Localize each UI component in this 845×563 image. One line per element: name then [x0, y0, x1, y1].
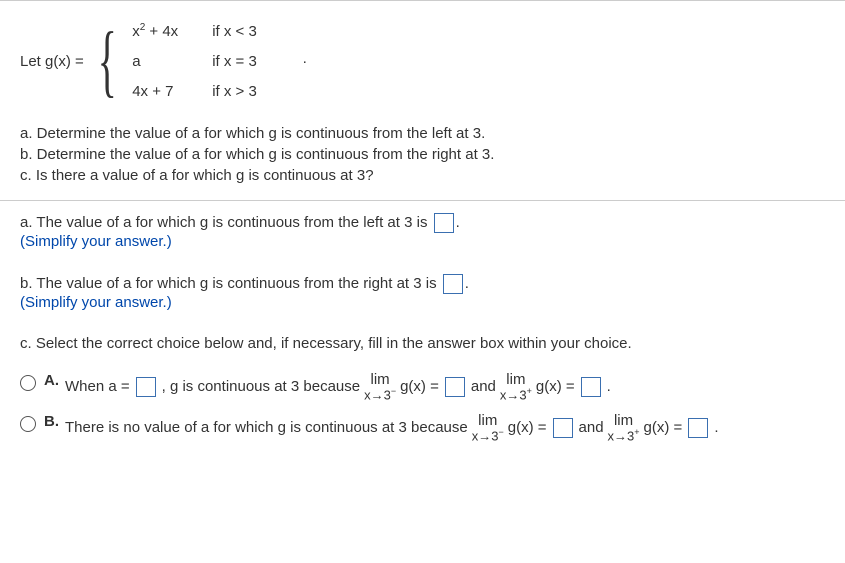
choice-b-pre: There is no value of a for which g is co…: [65, 419, 468, 436]
case-expr: a: [132, 53, 212, 70]
case-cond: if x = 3: [212, 53, 302, 70]
choice-a-body: When a = , g is continuous at 3 because …: [65, 372, 825, 401]
simplify-note: (Simplify your answer.): [20, 233, 172, 250]
choice-a-input-2[interactable]: [445, 377, 465, 397]
choice-b: B. There is no value of a for which g is…: [0, 405, 845, 446]
question-c: c. Is there a value of a for which g is …: [20, 167, 825, 184]
choice-a-label: A.: [44, 372, 59, 389]
choice-b-radio[interactable]: [20, 416, 36, 432]
limit-expr: lim x→3+: [500, 372, 532, 401]
answer-c-prompt: c. Select the correct choice below and, …: [0, 323, 845, 364]
question-a: a. Determine the value of a for which g …: [20, 125, 825, 142]
answer-c-text: c. Select the correct choice below and, …: [20, 335, 632, 352]
questions: a. Determine the value of a for which g …: [0, 125, 845, 200]
choice-a-postA: , g is continuous at 3 because: [162, 378, 360, 395]
choice-a: A. When a = , g is continuous at 3 becau…: [0, 364, 845, 405]
answer-b-input[interactable]: [443, 274, 463, 294]
choice-a-radio[interactable]: [20, 375, 36, 391]
case-cond: if x > 3: [212, 83, 302, 100]
gx-eq: g(x) =: [400, 378, 439, 395]
let-label: Let g(x) =: [20, 53, 84, 70]
answer-a-after: .: [456, 214, 460, 231]
choice-a-input-3[interactable]: [581, 377, 601, 397]
choice-b-label: B.: [44, 413, 59, 430]
cases: x2 + 4x if x < 3 a if x = 3 · 4x + 7 if …: [132, 16, 307, 106]
question-b: b. Determine the value of a for which g …: [20, 146, 825, 163]
choice-a-input-1[interactable]: [136, 377, 156, 397]
function-definition: Let g(x) = { x2 + 4x if x < 3 a if x = 3…: [0, 1, 845, 121]
choice-b-body: There is no value of a for which g is co…: [65, 413, 825, 442]
choice-b-input-1[interactable]: [553, 418, 573, 438]
answer-a-text: a. The value of a for which g is continu…: [20, 214, 427, 231]
and-label: and: [471, 378, 496, 395]
answer-b-after: .: [465, 275, 469, 292]
choice-b-input-2[interactable]: [688, 418, 708, 438]
answer-b: b. The value of a for which g is continu…: [0, 262, 845, 323]
limit-expr: lim x→3−: [472, 413, 504, 442]
case-row: 4x + 7 if x > 3: [132, 76, 307, 106]
and-label: and: [579, 419, 604, 436]
period: .: [607, 378, 611, 395]
limit-expr: lim x→3+: [608, 413, 640, 442]
case-suffix: ·: [302, 53, 307, 70]
case-row: a if x = 3 ·: [132, 46, 307, 76]
gx-eq: g(x) =: [536, 378, 575, 395]
answer-a: a. The value of a for which g is continu…: [0, 201, 845, 262]
gx-eq: g(x) =: [508, 419, 547, 436]
simplify-note: (Simplify your answer.): [20, 294, 172, 311]
answer-b-text: b. The value of a for which g is continu…: [20, 275, 437, 292]
answer-a-input[interactable]: [434, 213, 454, 233]
brace-icon: {: [97, 29, 116, 93]
case-expr: 4x + 7: [132, 83, 212, 100]
choice-a-preA: When a =: [65, 378, 130, 395]
case-cond: if x < 3: [212, 23, 302, 40]
gx-eq: g(x) =: [644, 419, 683, 436]
case-expr: x2 + 4x: [132, 22, 212, 40]
case-row: x2 + 4x if x < 3: [132, 16, 307, 46]
limit-expr: lim x→3−: [364, 372, 396, 401]
period: .: [714, 419, 718, 436]
